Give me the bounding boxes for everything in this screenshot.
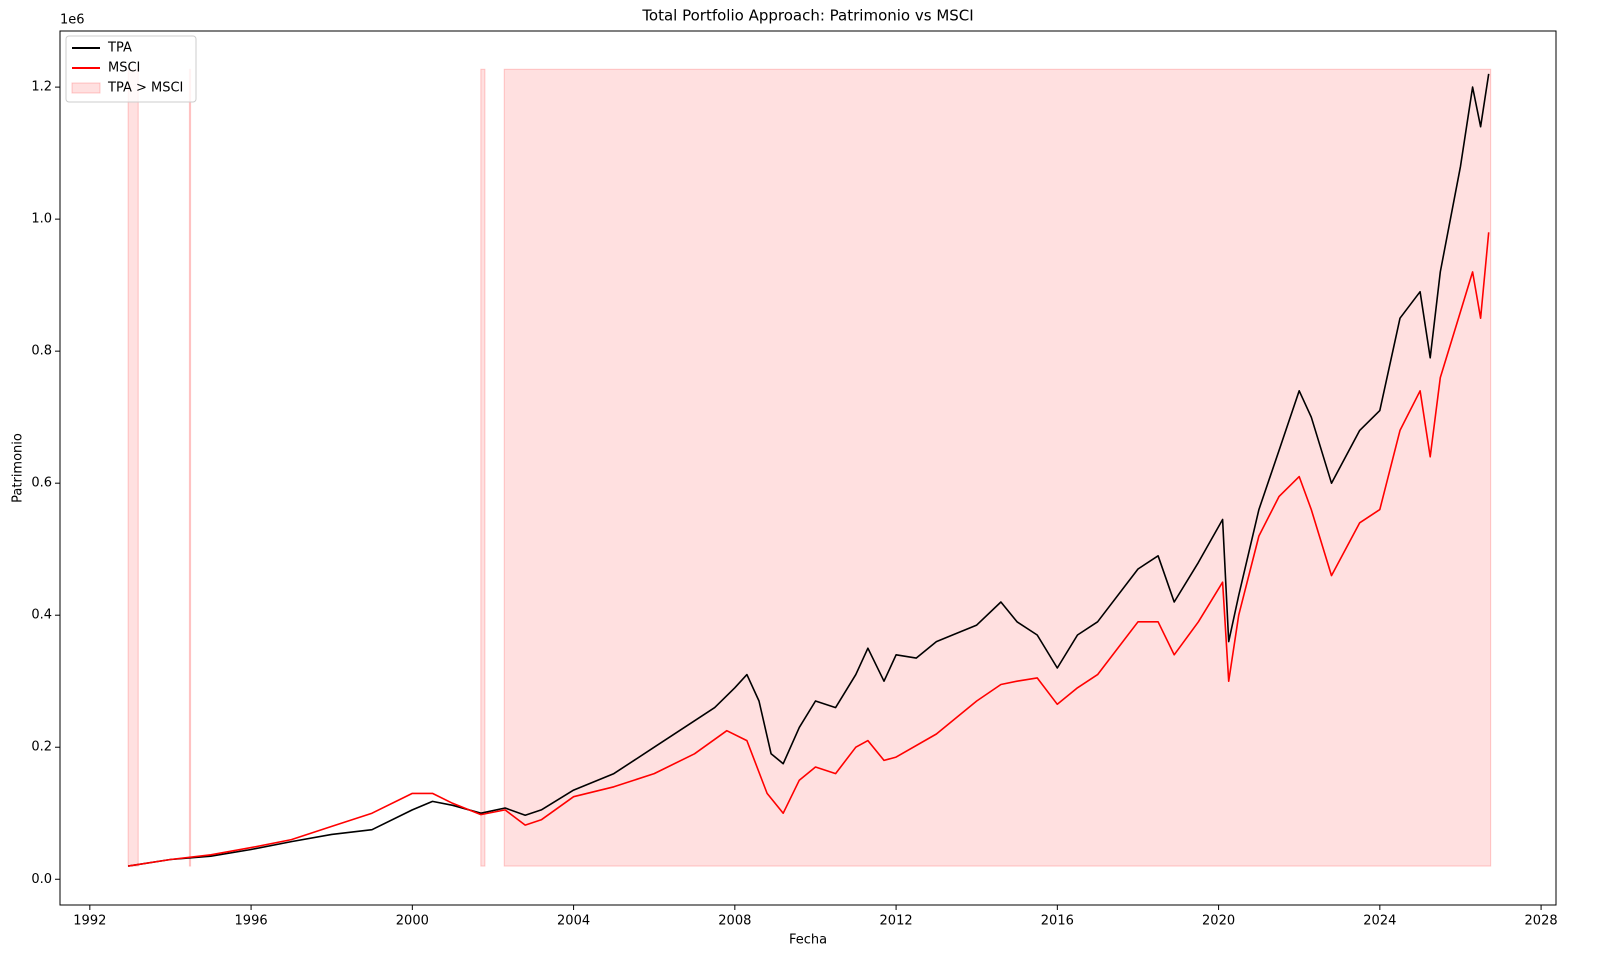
legend-frame [65,35,197,103]
legend: TPA MSCI TPA > MSCI [65,35,197,103]
y-tick-label: 1.2 [31,80,52,95]
y-tick-label: 1.0 [31,212,52,227]
x-tick-label: 1996 [235,914,268,929]
shaded-region [503,68,1492,867]
y-offset-label: 1e6 [60,13,85,28]
y-tick-label: 0.6 [31,476,52,491]
legend-label: MSCI [108,61,140,76]
shaded-region [127,68,139,867]
y-tick-label: 0.0 [31,872,52,887]
legend-label: TPA > MSCI [107,81,183,96]
x-tick-label: 2012 [880,914,913,929]
x-tick-label: 2020 [1202,914,1235,929]
x-tick-label: 2004 [557,914,590,929]
y-tick-label: 0.2 [31,740,52,755]
y-axis-label: Patrimonio [11,433,26,503]
x-tick-label: 2000 [396,914,429,929]
chart-title: Total Portfolio Approach: Patrimonio vs … [641,7,973,25]
y-tick-label: 0.8 [31,344,52,359]
x-axis-label: Fecha [789,933,827,948]
x-tick-label: 2028 [1525,914,1558,929]
shaded-region [480,68,486,867]
y-tick-label: 0.4 [31,608,52,623]
x-tick-label: 1992 [73,914,106,929]
line-series [127,232,1490,867]
x-tick-label: 2016 [1041,914,1074,929]
x-tick-label: 2008 [718,914,751,929]
line-series [127,73,1490,867]
plot-frame [59,30,1557,906]
legend-label: TPA [107,41,132,56]
x-tick-label: 2024 [1363,914,1396,929]
shaded-region [188,68,192,867]
legend-swatch [71,82,101,94]
